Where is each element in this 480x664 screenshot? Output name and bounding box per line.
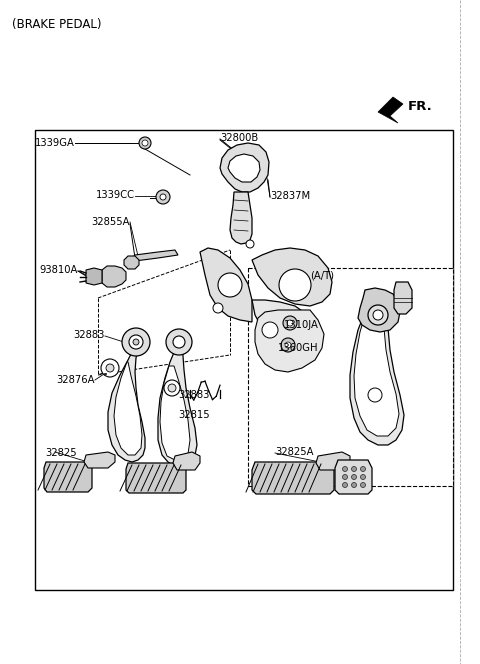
Circle shape bbox=[343, 467, 348, 471]
Circle shape bbox=[246, 240, 254, 248]
Circle shape bbox=[106, 364, 114, 372]
Circle shape bbox=[360, 467, 365, 471]
Text: (A/T): (A/T) bbox=[310, 270, 334, 280]
Text: 1339GA: 1339GA bbox=[35, 138, 75, 148]
Circle shape bbox=[351, 475, 357, 479]
Polygon shape bbox=[130, 250, 178, 261]
Polygon shape bbox=[124, 256, 139, 269]
Text: FR.: FR. bbox=[408, 100, 433, 114]
Circle shape bbox=[351, 483, 357, 487]
Text: 1310JA: 1310JA bbox=[284, 320, 319, 330]
Text: 32815: 32815 bbox=[178, 410, 210, 420]
Polygon shape bbox=[160, 366, 190, 460]
Text: 32855A: 32855A bbox=[92, 217, 130, 227]
Circle shape bbox=[368, 388, 382, 402]
Circle shape bbox=[281, 338, 295, 352]
Text: 32883: 32883 bbox=[73, 330, 105, 340]
Polygon shape bbox=[230, 192, 252, 244]
Polygon shape bbox=[350, 300, 404, 445]
Circle shape bbox=[218, 273, 242, 297]
Circle shape bbox=[129, 335, 143, 349]
Polygon shape bbox=[158, 350, 197, 466]
Polygon shape bbox=[108, 350, 145, 462]
Circle shape bbox=[168, 384, 176, 392]
Polygon shape bbox=[255, 310, 324, 372]
Text: 32837M: 32837M bbox=[270, 191, 310, 201]
Circle shape bbox=[279, 269, 311, 301]
Polygon shape bbox=[102, 266, 126, 287]
Circle shape bbox=[287, 320, 293, 326]
Polygon shape bbox=[126, 463, 186, 493]
Polygon shape bbox=[114, 362, 142, 455]
Polygon shape bbox=[358, 288, 400, 332]
Circle shape bbox=[368, 305, 388, 325]
Polygon shape bbox=[354, 310, 399, 436]
Text: 32825: 32825 bbox=[45, 448, 77, 458]
Circle shape bbox=[166, 329, 192, 355]
Circle shape bbox=[173, 336, 185, 348]
Bar bbox=[248, 268, 453, 486]
Circle shape bbox=[343, 475, 348, 479]
Circle shape bbox=[360, 483, 365, 487]
Polygon shape bbox=[86, 268, 102, 285]
Text: 93810A: 93810A bbox=[40, 265, 78, 275]
Polygon shape bbox=[378, 97, 403, 123]
Polygon shape bbox=[316, 452, 350, 470]
Circle shape bbox=[142, 140, 148, 146]
Circle shape bbox=[283, 316, 297, 330]
Circle shape bbox=[213, 303, 223, 313]
Polygon shape bbox=[228, 154, 260, 182]
Circle shape bbox=[160, 194, 166, 200]
Circle shape bbox=[101, 359, 119, 377]
Polygon shape bbox=[220, 143, 269, 192]
Text: 1339CC: 1339CC bbox=[96, 190, 135, 200]
Text: 32883: 32883 bbox=[178, 390, 209, 400]
Polygon shape bbox=[84, 452, 115, 468]
Circle shape bbox=[351, 467, 357, 471]
Circle shape bbox=[285, 342, 291, 348]
Bar bbox=[35, 130, 453, 590]
Circle shape bbox=[156, 190, 170, 204]
Circle shape bbox=[139, 137, 151, 149]
Text: 32825A: 32825A bbox=[275, 447, 313, 457]
Polygon shape bbox=[252, 462, 334, 494]
Text: (BRAKE PEDAL): (BRAKE PEDAL) bbox=[12, 18, 101, 31]
Circle shape bbox=[373, 310, 383, 320]
Polygon shape bbox=[44, 462, 92, 492]
Circle shape bbox=[122, 328, 150, 356]
Circle shape bbox=[133, 339, 139, 345]
Polygon shape bbox=[173, 452, 200, 470]
Polygon shape bbox=[252, 300, 308, 345]
Text: 1360GH: 1360GH bbox=[278, 343, 319, 353]
Text: 32800B: 32800B bbox=[220, 133, 258, 143]
Polygon shape bbox=[200, 248, 252, 322]
Polygon shape bbox=[252, 248, 332, 306]
Circle shape bbox=[262, 322, 278, 338]
Polygon shape bbox=[335, 460, 372, 494]
Circle shape bbox=[360, 475, 365, 479]
Circle shape bbox=[164, 380, 180, 396]
Polygon shape bbox=[394, 282, 412, 314]
Circle shape bbox=[343, 483, 348, 487]
Text: 32876A: 32876A bbox=[57, 375, 95, 385]
